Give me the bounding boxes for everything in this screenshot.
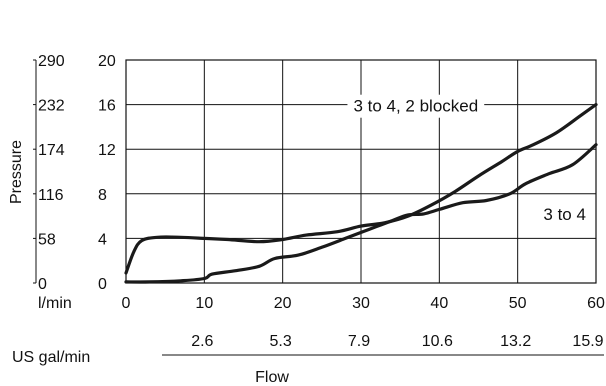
x-secondary-tick-label: 10.6	[422, 333, 453, 350]
y-tick-labels: 0 4 8 12 16 20	[98, 53, 116, 293]
x-tick-label: 20	[274, 295, 292, 312]
y-tick-label: 20	[98, 53, 116, 70]
x-secondary-tick-label: 13.2	[500, 333, 531, 350]
series-line-1	[124, 103, 598, 275]
x-secondary-tick-label: 15.9	[572, 333, 603, 350]
x-primary-unit: l/min	[38, 295, 72, 312]
y-tick-label: 4	[98, 231, 107, 248]
series-label-2: 3 to 4	[543, 205, 586, 224]
y-tick-label: 8	[98, 187, 107, 204]
y-secondary-tick-label: 58	[38, 231, 56, 248]
y-secondary-tick-label: 116	[38, 187, 64, 204]
y-tick-label: 16	[98, 98, 116, 115]
y-tick-label: 0	[98, 276, 107, 293]
series-label-background	[537, 202, 592, 226]
y-secondary-tick-labels: 0 58 116 174 232 290	[38, 53, 65, 293]
y-secondary-tick-label: 290	[38, 53, 65, 70]
series-label-background	[347, 94, 485, 118]
grid	[126, 60, 596, 283]
y-secondary-tick-label: 0	[38, 276, 47, 293]
x-axis-title: Flow	[255, 369, 289, 386]
x-secondary-unit: US gal/min	[12, 349, 90, 366]
series-group: 3 to 4, 2 blocked 3 to 4	[124, 94, 598, 284]
x-secondary-tick-label: 7.9	[348, 333, 370, 350]
x-tick-labels: 0 10 20 30 40 50 60	[122, 295, 605, 312]
series-label-1: 3 to 4, 2 blocked	[353, 97, 478, 116]
y-secondary-tick-label: 232	[38, 98, 65, 115]
y-axis-title: Pressure	[8, 140, 25, 204]
y-secondary-tick-label: 174	[38, 142, 65, 159]
plot-frame	[125, 59, 597, 284]
y-tick-label: 12	[98, 142, 116, 159]
x-tick-label: 50	[509, 295, 527, 312]
x-tick-label: 40	[430, 295, 448, 312]
x-tick-label: 0	[122, 295, 131, 312]
x-tick-label: 30	[352, 295, 370, 312]
x-tick-label: 60	[587, 295, 605, 312]
series-line-2	[124, 143, 598, 284]
x-tick-label: 10	[195, 295, 213, 312]
x-secondary-tick-label: 5.3	[270, 333, 292, 350]
y-secondary-tick-marks	[33, 59, 37, 284]
x-secondary-tick-label: 2.6	[191, 333, 213, 350]
x-secondary-tick-labels: 2.6 5.3 7.9 10.6 13.2 15.9	[191, 333, 603, 350]
